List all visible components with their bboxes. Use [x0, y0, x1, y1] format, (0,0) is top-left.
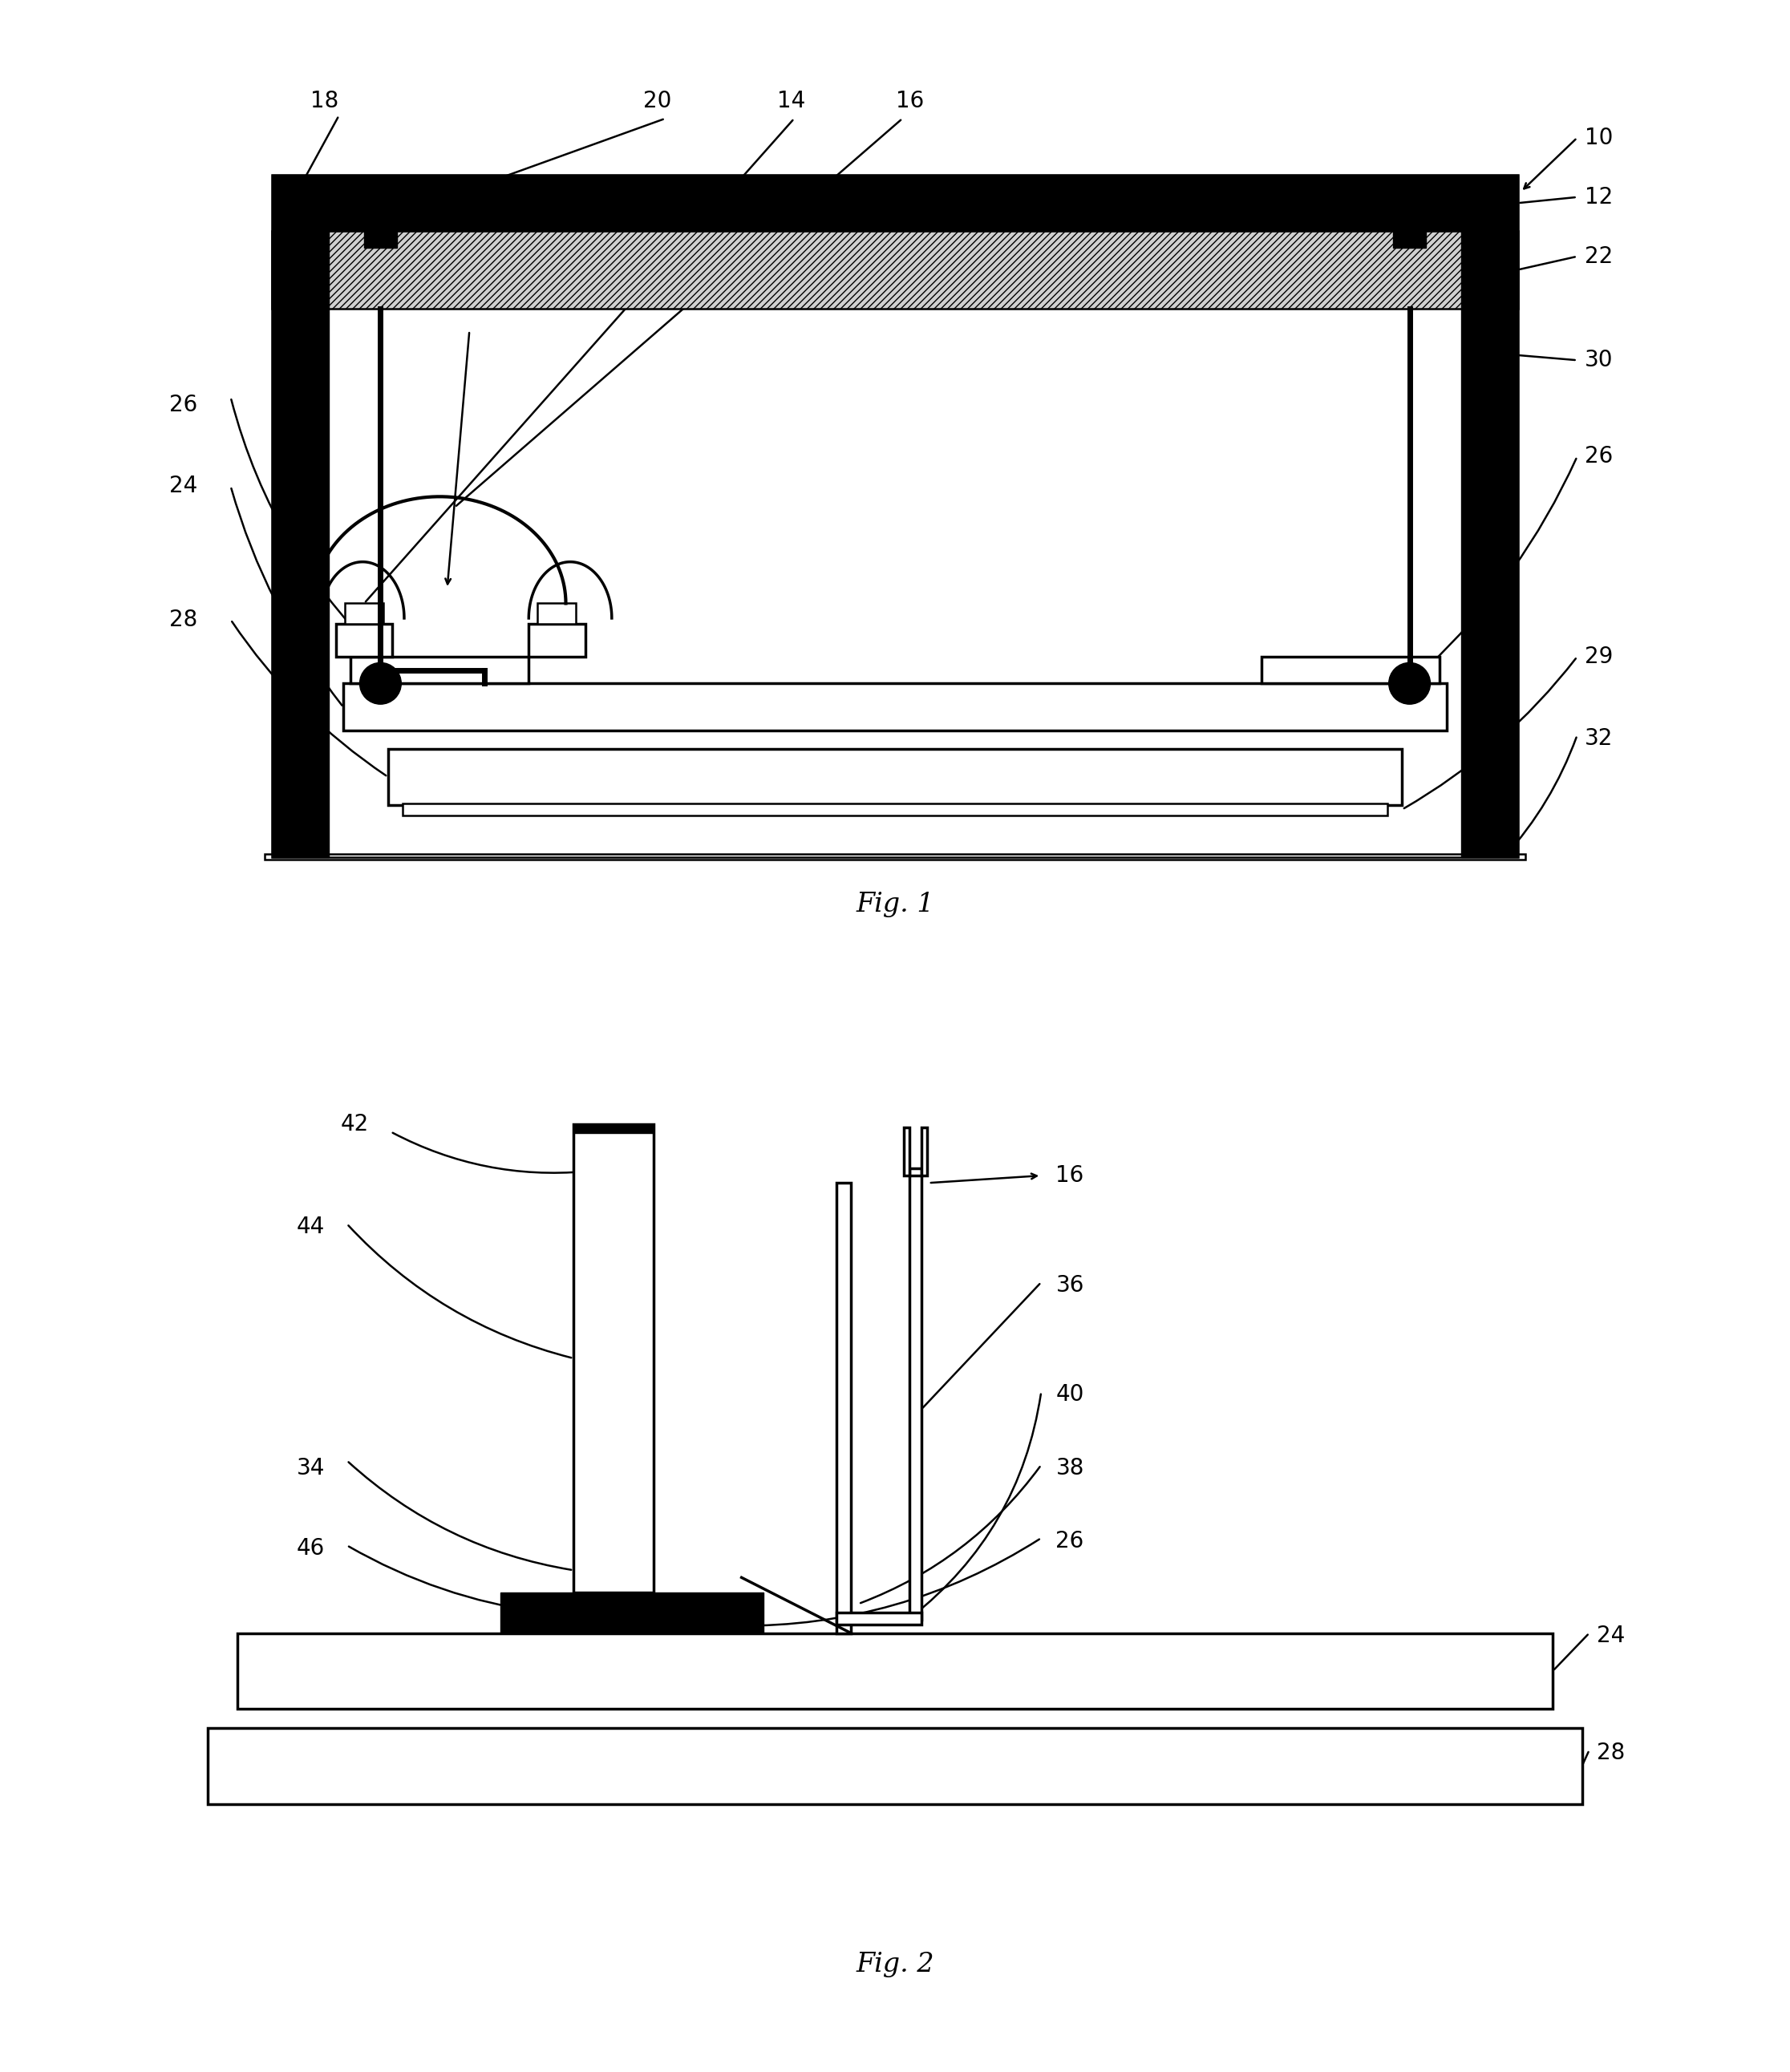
Bar: [836, 1183, 850, 1633]
Bar: [345, 603, 383, 624]
Bar: [528, 624, 585, 657]
Bar: [363, 215, 397, 247]
Text: 26: 26: [1056, 1529, 1085, 1552]
Text: 22: 22: [1584, 244, 1613, 267]
Text: 10: 10: [1584, 126, 1613, 149]
Bar: [272, 174, 1518, 858]
Bar: [836, 1612, 922, 1624]
Text: 46: 46: [297, 1537, 326, 1560]
Text: 16: 16: [1056, 1164, 1085, 1187]
Bar: [388, 748, 1402, 806]
Text: 24: 24: [1597, 1624, 1625, 1647]
Bar: [537, 603, 576, 624]
Text: 36: 36: [1056, 1274, 1085, 1297]
Bar: [272, 232, 329, 858]
Bar: [329, 309, 1461, 858]
Bar: [351, 657, 528, 684]
Bar: [573, 1125, 653, 1591]
Text: Fig. 1: Fig. 1: [856, 891, 934, 918]
Text: 18: 18: [310, 89, 338, 112]
Text: 16: 16: [895, 89, 924, 112]
Bar: [573, 1125, 653, 1133]
Bar: [909, 1169, 922, 1620]
Text: 28: 28: [1597, 1743, 1625, 1763]
Bar: [403, 804, 1387, 816]
Text: 40: 40: [1056, 1384, 1085, 1407]
Text: 20: 20: [644, 89, 671, 112]
Bar: [1262, 657, 1439, 684]
Bar: [501, 1591, 764, 1633]
Text: 29: 29: [1584, 646, 1613, 667]
Text: 24: 24: [168, 474, 197, 497]
Bar: [238, 1633, 1552, 1709]
Bar: [904, 1127, 909, 1175]
Text: 26: 26: [1584, 445, 1613, 468]
Bar: [265, 854, 1525, 860]
Bar: [1393, 215, 1427, 247]
Circle shape: [1389, 663, 1430, 704]
Bar: [272, 174, 1518, 232]
Text: 28: 28: [168, 609, 197, 630]
Text: 32: 32: [1584, 727, 1613, 750]
Text: 14: 14: [777, 89, 806, 112]
Bar: [272, 232, 1518, 309]
Bar: [344, 684, 1446, 731]
Text: 26: 26: [168, 394, 197, 416]
Text: 38: 38: [1056, 1457, 1085, 1479]
Text: 30: 30: [1584, 348, 1613, 371]
Bar: [337, 624, 392, 657]
Text: Fig. 2: Fig. 2: [856, 1952, 934, 1977]
Bar: [922, 1127, 927, 1175]
Bar: [208, 1728, 1582, 1805]
Circle shape: [360, 663, 401, 704]
Text: 44: 44: [297, 1216, 326, 1237]
Bar: [1461, 232, 1518, 858]
Text: 42: 42: [340, 1113, 369, 1135]
Text: 34: 34: [297, 1457, 326, 1479]
Text: 12: 12: [1584, 186, 1613, 209]
